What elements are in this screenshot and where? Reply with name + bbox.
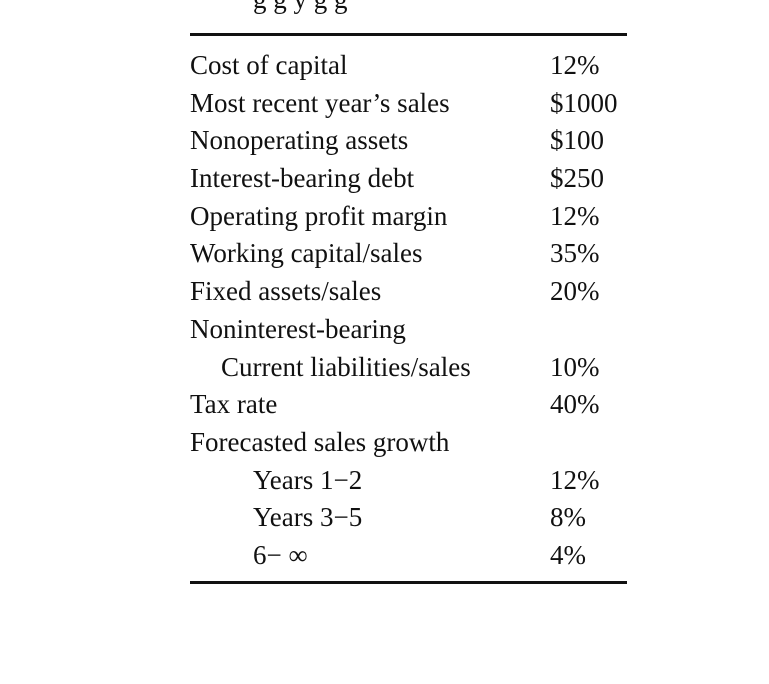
row-label: Interest-bearing debt bbox=[190, 163, 415, 194]
assumptions-table: Cost of capital 12% Most recent year’s s… bbox=[190, 33, 627, 584]
table-row: Cost of capital 12% bbox=[190, 47, 627, 85]
row-value: 10% bbox=[550, 351, 600, 382]
row-label: Working capital/sales bbox=[190, 238, 423, 269]
table-row: Noninterest-bearing bbox=[190, 311, 627, 349]
row-value: 20% bbox=[550, 276, 600, 307]
table-body: Cost of capital 12% Most recent year’s s… bbox=[190, 36, 627, 581]
row-label: Years 3−5 bbox=[253, 502, 363, 533]
row-label: Forecasted sales growth bbox=[190, 426, 450, 457]
bottom-rule bbox=[190, 580, 627, 584]
table-row: Years 3−5 8% bbox=[190, 499, 627, 537]
table-row: Years 1−2 12% bbox=[190, 462, 627, 500]
table-row: Interest-bearing debt $250 bbox=[190, 160, 627, 198]
row-label: Years 1−2 bbox=[253, 464, 363, 495]
row-label: Tax rate bbox=[190, 389, 278, 420]
row-value: 40% bbox=[550, 389, 600, 420]
row-value: 35% bbox=[550, 238, 600, 269]
row-label: Fixed assets/sales bbox=[190, 276, 382, 307]
row-label: Operating profit margin bbox=[190, 200, 448, 231]
row-value: 8% bbox=[550, 502, 586, 533]
row-value: 12% bbox=[550, 50, 600, 80]
row-label: Cost of capital bbox=[190, 50, 348, 80]
row-label: Current liabilities/sales bbox=[221, 351, 471, 382]
table-row: Nonoperating assets $100 bbox=[190, 122, 627, 160]
row-label: 6− ∞ bbox=[253, 539, 308, 570]
table-row: Fixed assets/sales 20% bbox=[190, 273, 627, 311]
row-value: $250 bbox=[550, 163, 604, 194]
row-label: Noninterest-bearing bbox=[190, 313, 406, 344]
row-value: 12% bbox=[550, 200, 600, 231]
row-value: 12% bbox=[550, 464, 600, 495]
table-row: Forecasted sales growth bbox=[190, 424, 627, 462]
row-value: 4% bbox=[550, 539, 586, 570]
table-row: Tax rate 40% bbox=[190, 386, 627, 424]
row-value: $100 bbox=[550, 125, 604, 156]
row-label: Most recent year’s sales bbox=[190, 87, 450, 118]
row-value: $1000 bbox=[550, 87, 618, 118]
table-row: Current liabilities/sales 10% bbox=[190, 349, 627, 387]
table-row: 6− ∞ 4% bbox=[190, 537, 627, 575]
table-row: Operating profit margin 12% bbox=[190, 198, 627, 236]
table-row: Most recent year’s sales $1000 bbox=[190, 85, 627, 123]
clipped-header-text: g g y g g bbox=[253, 0, 348, 13]
top-rule bbox=[190, 33, 627, 36]
table-row: Working capital/sales 35% bbox=[190, 235, 627, 273]
row-label: Nonoperating assets bbox=[190, 125, 409, 156]
